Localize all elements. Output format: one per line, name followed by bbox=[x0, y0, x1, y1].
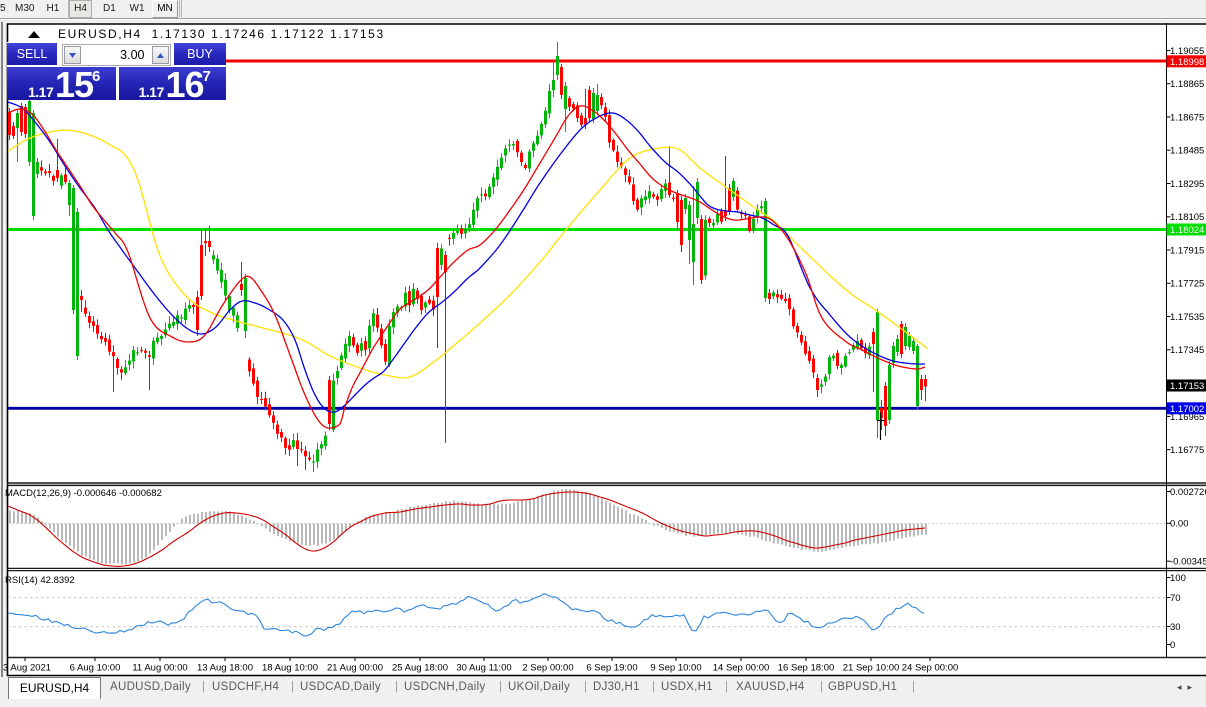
svg-text:1.18675: 1.18675 bbox=[1170, 112, 1204, 123]
svg-text:0: 0 bbox=[1170, 640, 1175, 651]
svg-text:18 Aug 10:00: 18 Aug 10:00 bbox=[262, 663, 318, 674]
svg-text:1.18105: 1.18105 bbox=[1170, 212, 1204, 223]
svg-text:0.002726: 0.002726 bbox=[1170, 487, 1206, 498]
svg-text:2 Sep 00:00: 2 Sep 00:00 bbox=[522, 663, 573, 674]
svg-text:16 Sep 18:00: 16 Sep 18:00 bbox=[778, 663, 835, 674]
svg-text:14 Sep 00:00: 14 Sep 00:00 bbox=[713, 663, 770, 674]
svg-text:1.17725: 1.17725 bbox=[1170, 279, 1204, 290]
svg-text:1.18998: 1.18998 bbox=[1170, 57, 1204, 68]
svg-text:30: 30 bbox=[1170, 622, 1181, 633]
svg-text:3 Aug 2021: 3 Aug 2021 bbox=[3, 663, 51, 674]
svg-text:6 Sep 19:00: 6 Sep 19:00 bbox=[586, 663, 637, 674]
svg-text:1.18295: 1.18295 bbox=[1170, 179, 1204, 190]
svg-text:70: 70 bbox=[1170, 593, 1181, 604]
svg-text:RSI(14) 42.8392: RSI(14) 42.8392 bbox=[5, 575, 75, 586]
svg-text:1.18024: 1.18024 bbox=[1170, 225, 1204, 236]
svg-text:1.19055: 1.19055 bbox=[1170, 46, 1204, 57]
svg-text:9 Sep 10:00: 9 Sep 10:00 bbox=[650, 663, 701, 674]
svg-text:1.17345: 1.17345 bbox=[1170, 345, 1204, 356]
svg-text:11 Aug 00:00: 11 Aug 00:00 bbox=[132, 663, 187, 674]
svg-text:-0.00345: -0.00345 bbox=[1170, 557, 1206, 568]
svg-text:1.16965: 1.16965 bbox=[1170, 412, 1204, 423]
svg-text:1.17002: 1.17002 bbox=[1170, 404, 1204, 415]
svg-text:MACD(12,26,9) -0.000646 -0.000: MACD(12,26,9) -0.000646 -0.000682 bbox=[5, 488, 162, 499]
svg-text:100: 100 bbox=[1170, 573, 1186, 584]
svg-text:1.17915: 1.17915 bbox=[1170, 245, 1204, 256]
svg-text:1.17153: 1.17153 bbox=[1170, 381, 1204, 392]
svg-text:13 Aug 18:00: 13 Aug 18:00 bbox=[197, 663, 253, 674]
svg-text:1.16775: 1.16775 bbox=[1170, 445, 1204, 456]
svg-text:24 Sep 00:00: 24 Sep 00:00 bbox=[902, 663, 959, 674]
svg-text:1.18865: 1.18865 bbox=[1170, 79, 1204, 90]
svg-text:6 Aug 10:00: 6 Aug 10:00 bbox=[70, 663, 121, 674]
svg-text:21 Sep 10:00: 21 Sep 10:00 bbox=[843, 663, 900, 674]
svg-text:21 Aug 00:00: 21 Aug 00:00 bbox=[327, 663, 383, 674]
svg-text:1.17535: 1.17535 bbox=[1170, 312, 1204, 323]
svg-text:25 Aug 18:00: 25 Aug 18:00 bbox=[392, 663, 448, 674]
svg-text:0.00: 0.00 bbox=[1170, 519, 1189, 530]
svg-text:1.18485: 1.18485 bbox=[1170, 146, 1204, 157]
svg-text:30 Aug 11:00: 30 Aug 11:00 bbox=[456, 663, 511, 674]
